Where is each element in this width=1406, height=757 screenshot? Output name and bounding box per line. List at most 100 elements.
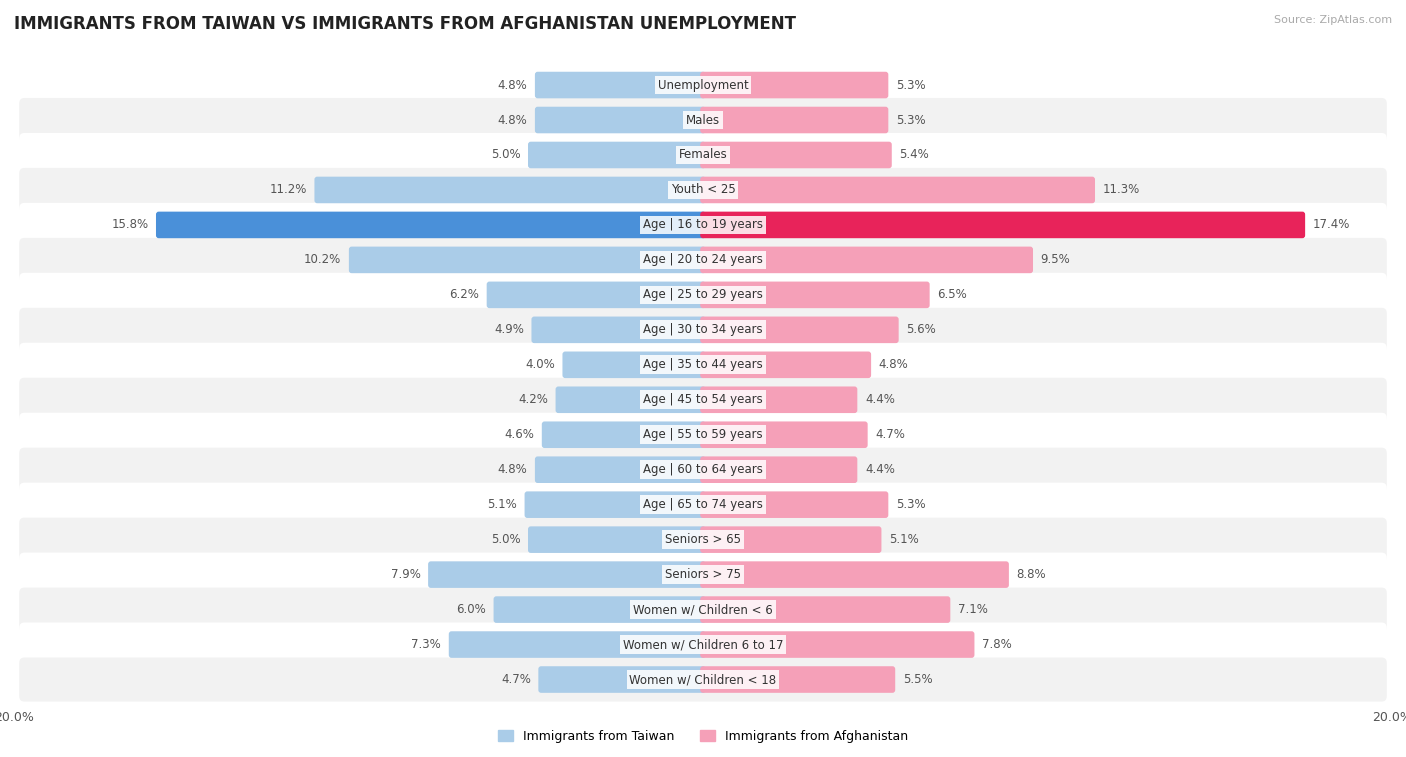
Text: 6.5%: 6.5% [938,288,967,301]
FancyBboxPatch shape [700,456,858,483]
Text: 4.8%: 4.8% [879,358,908,371]
FancyBboxPatch shape [700,526,882,553]
FancyBboxPatch shape [700,351,872,378]
Text: 6.0%: 6.0% [456,603,486,616]
Text: 17.4%: 17.4% [1313,219,1350,232]
Text: 4.9%: 4.9% [494,323,524,336]
Text: 5.1%: 5.1% [889,533,918,546]
Text: 4.8%: 4.8% [498,463,527,476]
FancyBboxPatch shape [529,142,706,168]
FancyBboxPatch shape [315,176,706,203]
Text: Females: Females [679,148,727,161]
Text: 4.0%: 4.0% [524,358,555,371]
FancyBboxPatch shape [20,447,1386,492]
Text: Age | 20 to 24 years: Age | 20 to 24 years [643,254,763,266]
FancyBboxPatch shape [531,316,706,343]
FancyBboxPatch shape [700,597,950,623]
Text: Age | 16 to 19 years: Age | 16 to 19 years [643,219,763,232]
Text: Youth < 25: Youth < 25 [671,183,735,197]
Text: 7.1%: 7.1% [957,603,988,616]
FancyBboxPatch shape [427,562,706,588]
Text: Age | 55 to 59 years: Age | 55 to 59 years [643,428,763,441]
Text: 5.1%: 5.1% [488,498,517,511]
FancyBboxPatch shape [20,622,1386,667]
Text: Age | 60 to 64 years: Age | 60 to 64 years [643,463,763,476]
FancyBboxPatch shape [700,387,858,413]
Text: 4.2%: 4.2% [519,394,548,407]
Text: 6.2%: 6.2% [450,288,479,301]
Text: 5.3%: 5.3% [896,114,925,126]
FancyBboxPatch shape [20,658,1386,702]
FancyBboxPatch shape [700,212,1305,238]
FancyBboxPatch shape [529,526,706,553]
FancyBboxPatch shape [20,98,1386,142]
FancyBboxPatch shape [20,203,1386,247]
FancyBboxPatch shape [700,666,896,693]
FancyBboxPatch shape [700,422,868,448]
FancyBboxPatch shape [20,133,1386,177]
FancyBboxPatch shape [700,72,889,98]
FancyBboxPatch shape [349,247,706,273]
Text: 8.8%: 8.8% [1017,568,1046,581]
Text: 5.3%: 5.3% [896,79,925,92]
Text: 11.3%: 11.3% [1102,183,1140,197]
FancyBboxPatch shape [20,378,1386,422]
Text: Age | 45 to 54 years: Age | 45 to 54 years [643,394,763,407]
FancyBboxPatch shape [486,282,706,308]
FancyBboxPatch shape [700,176,1095,203]
FancyBboxPatch shape [700,247,1033,273]
FancyBboxPatch shape [20,587,1386,631]
FancyBboxPatch shape [20,63,1386,107]
FancyBboxPatch shape [534,107,706,133]
FancyBboxPatch shape [156,212,706,238]
Text: 4.8%: 4.8% [498,79,527,92]
FancyBboxPatch shape [555,387,706,413]
Text: 5.0%: 5.0% [491,148,520,161]
Text: 7.9%: 7.9% [391,568,420,581]
Text: 5.4%: 5.4% [900,148,929,161]
Text: 5.6%: 5.6% [907,323,936,336]
FancyBboxPatch shape [20,518,1386,562]
Text: IMMIGRANTS FROM TAIWAN VS IMMIGRANTS FROM AFGHANISTAN UNEMPLOYMENT: IMMIGRANTS FROM TAIWAN VS IMMIGRANTS FRO… [14,15,796,33]
Text: 5.3%: 5.3% [896,498,925,511]
FancyBboxPatch shape [700,562,1010,588]
FancyBboxPatch shape [534,72,706,98]
FancyBboxPatch shape [524,491,706,518]
FancyBboxPatch shape [562,351,706,378]
Text: 15.8%: 15.8% [111,219,149,232]
Text: 4.4%: 4.4% [865,463,894,476]
Text: Seniors > 75: Seniors > 75 [665,568,741,581]
FancyBboxPatch shape [20,553,1386,597]
FancyBboxPatch shape [20,168,1386,212]
Text: Males: Males [686,114,720,126]
Text: Seniors > 65: Seniors > 65 [665,533,741,546]
FancyBboxPatch shape [700,282,929,308]
Legend: Immigrants from Taiwan, Immigrants from Afghanistan: Immigrants from Taiwan, Immigrants from … [498,730,908,743]
Text: 4.4%: 4.4% [865,394,894,407]
Text: 9.5%: 9.5% [1040,254,1070,266]
FancyBboxPatch shape [700,631,974,658]
FancyBboxPatch shape [494,597,706,623]
Text: 11.2%: 11.2% [270,183,307,197]
Text: Women w/ Children 6 to 17: Women w/ Children 6 to 17 [623,638,783,651]
FancyBboxPatch shape [541,422,706,448]
Text: Source: ZipAtlas.com: Source: ZipAtlas.com [1274,15,1392,25]
FancyBboxPatch shape [449,631,706,658]
FancyBboxPatch shape [20,308,1386,352]
FancyBboxPatch shape [20,273,1386,317]
FancyBboxPatch shape [700,316,898,343]
FancyBboxPatch shape [20,238,1386,282]
FancyBboxPatch shape [700,107,889,133]
FancyBboxPatch shape [538,666,706,693]
Text: Age | 65 to 74 years: Age | 65 to 74 years [643,498,763,511]
FancyBboxPatch shape [20,483,1386,527]
Text: Women w/ Children < 18: Women w/ Children < 18 [630,673,776,686]
Text: Women w/ Children < 6: Women w/ Children < 6 [633,603,773,616]
Text: Unemployment: Unemployment [658,79,748,92]
FancyBboxPatch shape [700,491,889,518]
FancyBboxPatch shape [20,343,1386,387]
Text: Age | 25 to 29 years: Age | 25 to 29 years [643,288,763,301]
Text: 7.8%: 7.8% [981,638,1012,651]
Text: 4.8%: 4.8% [498,114,527,126]
Text: Age | 30 to 34 years: Age | 30 to 34 years [643,323,763,336]
